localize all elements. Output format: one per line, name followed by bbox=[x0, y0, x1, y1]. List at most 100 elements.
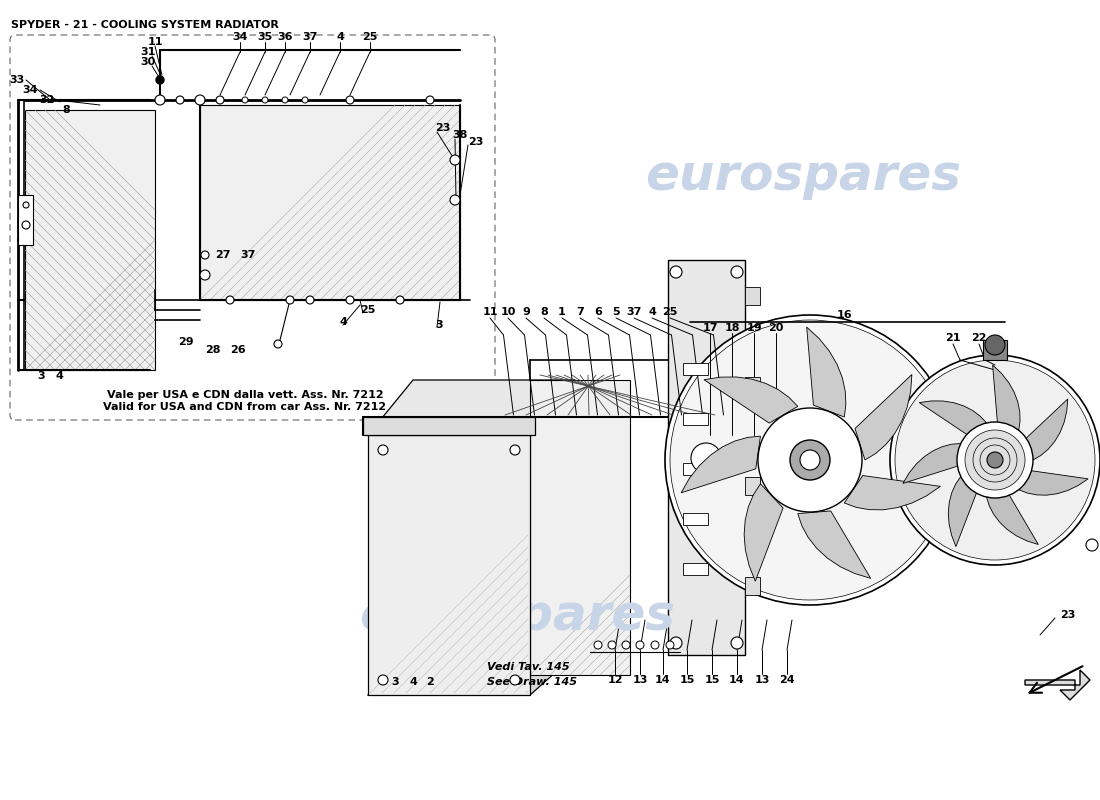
Bar bbox=[745, 377, 760, 395]
Text: 3: 3 bbox=[37, 371, 45, 381]
Circle shape bbox=[306, 296, 313, 304]
Text: 25: 25 bbox=[360, 305, 375, 315]
Text: eurospares: eurospares bbox=[645, 152, 961, 200]
Circle shape bbox=[346, 96, 354, 104]
Text: 14: 14 bbox=[656, 675, 671, 685]
Polygon shape bbox=[798, 511, 871, 578]
Polygon shape bbox=[948, 477, 977, 546]
Text: 15: 15 bbox=[680, 675, 695, 685]
Circle shape bbox=[302, 97, 308, 103]
Circle shape bbox=[226, 296, 234, 304]
Circle shape bbox=[1086, 539, 1098, 551]
Bar bbox=[745, 577, 760, 595]
Polygon shape bbox=[855, 374, 912, 460]
Text: 13: 13 bbox=[755, 675, 770, 685]
Circle shape bbox=[691, 443, 720, 473]
Text: 11: 11 bbox=[147, 37, 163, 47]
Text: SPYDER - 21 - COOLING SYSTEM RADIATOR: SPYDER - 21 - COOLING SYSTEM RADIATOR bbox=[11, 20, 279, 30]
Circle shape bbox=[282, 97, 288, 103]
Text: 37: 37 bbox=[240, 250, 255, 260]
Text: 23: 23 bbox=[468, 137, 483, 147]
Circle shape bbox=[216, 96, 224, 104]
Circle shape bbox=[670, 320, 950, 600]
Bar bbox=[368, 435, 530, 695]
Text: 34: 34 bbox=[22, 85, 38, 95]
Circle shape bbox=[200, 270, 210, 280]
Polygon shape bbox=[903, 443, 960, 483]
Text: 4: 4 bbox=[340, 317, 348, 327]
Circle shape bbox=[22, 221, 30, 229]
Circle shape bbox=[890, 355, 1100, 565]
Circle shape bbox=[608, 641, 616, 649]
Text: 9: 9 bbox=[522, 307, 530, 317]
Circle shape bbox=[510, 675, 520, 685]
Text: 3: 3 bbox=[434, 320, 442, 330]
Circle shape bbox=[286, 296, 294, 304]
Text: 4: 4 bbox=[55, 371, 63, 381]
Bar bbox=[668, 260, 745, 655]
Bar bbox=[745, 477, 760, 495]
Text: 16: 16 bbox=[837, 310, 852, 320]
Text: Vale per USA e CDN dalla vett. Ass. Nr. 7212: Vale per USA e CDN dalla vett. Ass. Nr. … bbox=[107, 390, 383, 400]
Text: 31: 31 bbox=[141, 47, 156, 57]
Polygon shape bbox=[987, 495, 1038, 545]
Circle shape bbox=[195, 95, 205, 105]
Circle shape bbox=[262, 97, 268, 103]
Bar bbox=[363, 417, 535, 435]
Text: See Draw. 145: See Draw. 145 bbox=[487, 677, 578, 687]
Circle shape bbox=[242, 97, 248, 103]
Text: 26: 26 bbox=[230, 345, 245, 355]
Circle shape bbox=[965, 430, 1025, 490]
Bar bbox=[683, 463, 708, 475]
Text: 19: 19 bbox=[746, 323, 762, 333]
Circle shape bbox=[621, 641, 630, 649]
Text: 25: 25 bbox=[362, 32, 377, 42]
Circle shape bbox=[201, 251, 209, 259]
Circle shape bbox=[23, 202, 29, 208]
Text: 35: 35 bbox=[257, 32, 273, 42]
Text: Valid for USA and CDN from car Ass. Nr. 7212: Valid for USA and CDN from car Ass. Nr. … bbox=[103, 402, 386, 412]
Polygon shape bbox=[920, 401, 987, 434]
Text: 14: 14 bbox=[729, 675, 745, 685]
Text: 12: 12 bbox=[607, 675, 623, 685]
Polygon shape bbox=[681, 436, 760, 493]
Polygon shape bbox=[530, 380, 575, 695]
Circle shape bbox=[790, 440, 830, 480]
Circle shape bbox=[980, 445, 1010, 475]
Bar bbox=[18, 195, 33, 245]
Text: 20: 20 bbox=[768, 323, 783, 333]
Text: 32: 32 bbox=[40, 95, 55, 105]
Bar bbox=[683, 513, 708, 525]
Circle shape bbox=[758, 408, 862, 512]
Text: 18: 18 bbox=[724, 323, 739, 333]
Text: 13: 13 bbox=[632, 675, 648, 685]
Text: 7: 7 bbox=[576, 307, 584, 317]
Bar bbox=[25, 110, 155, 370]
Text: 4: 4 bbox=[648, 307, 656, 317]
Circle shape bbox=[666, 641, 674, 649]
Bar bbox=[200, 105, 460, 300]
Text: 34: 34 bbox=[232, 32, 248, 42]
Circle shape bbox=[666, 315, 955, 605]
Bar bbox=[683, 413, 708, 425]
Text: eurospares: eurospares bbox=[359, 592, 675, 640]
Circle shape bbox=[732, 266, 742, 278]
Text: 37: 37 bbox=[302, 32, 318, 42]
Text: Vedi Tav. 145: Vedi Tav. 145 bbox=[487, 662, 570, 672]
Text: 23: 23 bbox=[1060, 610, 1076, 620]
Text: 1: 1 bbox=[558, 307, 565, 317]
Circle shape bbox=[426, 96, 434, 104]
Polygon shape bbox=[1025, 670, 1090, 700]
Circle shape bbox=[378, 445, 388, 455]
Text: 3: 3 bbox=[392, 677, 399, 687]
Text: 24: 24 bbox=[779, 675, 795, 685]
Bar bbox=[983, 340, 1006, 360]
Text: 2: 2 bbox=[426, 677, 433, 687]
Text: 10: 10 bbox=[500, 307, 516, 317]
Circle shape bbox=[974, 438, 1018, 482]
Text: 38: 38 bbox=[452, 130, 468, 140]
Bar bbox=[530, 380, 630, 675]
Text: 8: 8 bbox=[540, 307, 548, 317]
Bar bbox=[683, 363, 708, 375]
Text: 21: 21 bbox=[945, 333, 960, 343]
